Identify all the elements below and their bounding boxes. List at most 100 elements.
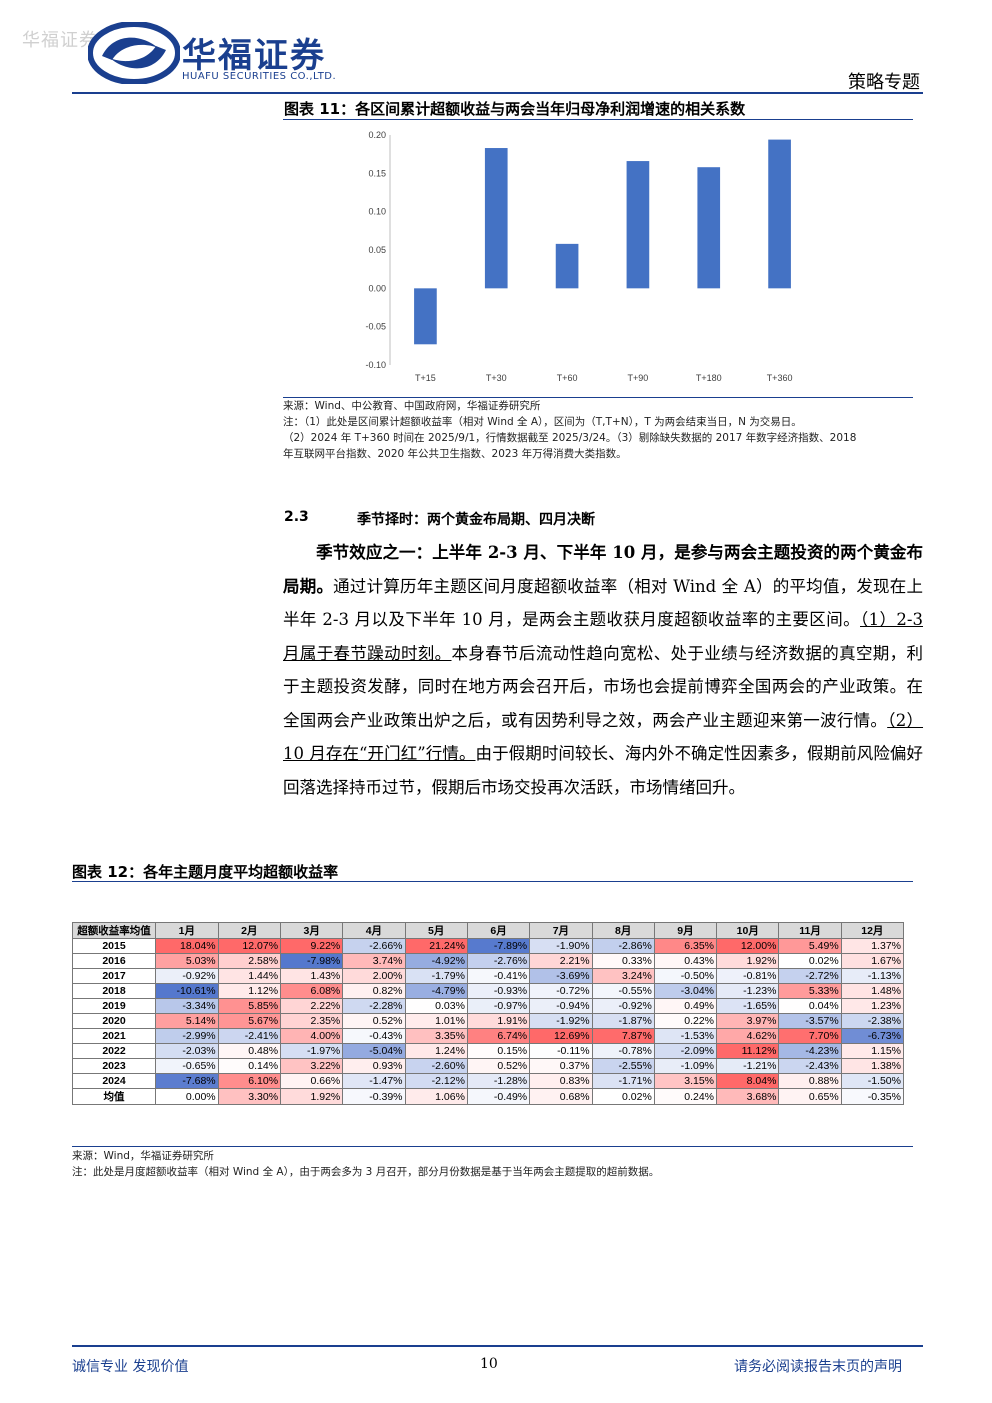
return-cell: -0.72% [529, 983, 593, 999]
year-cell: 2015 [72, 938, 156, 954]
table-corner-header: 超额收益率均值 [72, 922, 156, 939]
table-row: 均值 0.00% 3.30% 1.92% -0.39% 1.06% -0.49% 0.68% 0… [72, 1088, 905, 1105]
return-cell: 18.04% [155, 938, 219, 954]
return-cell: -1.21% [716, 1058, 780, 1074]
return-cell: 1.48% [840, 983, 905, 999]
month-header: 10月 [716, 922, 780, 939]
return-cell: -2.72% [778, 968, 842, 984]
chart-x-axis: T+15 T+30 T+60 T+90 T+180 T+360 [415, 373, 792, 383]
return-cell: 0.03% [404, 998, 468, 1014]
table-row: 2016 5.03% 2.58% -7.98% 3.74% -4.92% -2.76% 2.2… [72, 953, 905, 969]
return-cell: -1.87% [591, 1013, 655, 1029]
return-cell: 0.83% [529, 1073, 593, 1089]
return-cell: 0.43% [653, 953, 718, 969]
y-tick-label: 0.05 [368, 245, 386, 255]
year-cell: 2023 [72, 1058, 156, 1074]
return-cell: -0.94% [529, 998, 593, 1014]
return-cell: 3.24% [591, 968, 655, 984]
return-cell: 3.30% [217, 1088, 282, 1105]
y-tick-label: -0.05 [365, 322, 386, 332]
month-header: 11月 [778, 922, 842, 939]
chart-bar [414, 288, 437, 345]
return-cell: 1.23% [840, 998, 905, 1014]
return-cell: 12.69% [529, 1028, 593, 1044]
return-cell: -2.12% [404, 1073, 468, 1089]
return-cell: -2.38% [840, 1013, 905, 1029]
return-cell: -1.92% [529, 1013, 593, 1029]
return-cell: 0.66% [280, 1073, 344, 1089]
year-cell: 2024 [72, 1073, 156, 1089]
x-tick-label: T+180 [696, 373, 722, 383]
figure11-note-line1: 注：（1）此处是区间累计超额收益率（相对 Wind 全 A），区间为（T,T+N… [283, 416, 802, 428]
return-cell: -3.69% [529, 968, 593, 984]
return-cell: 5.67% [217, 1013, 282, 1029]
return-cell: -2.86% [591, 938, 655, 954]
return-cell: 1.06% [404, 1088, 468, 1105]
table-row: 2023 -0.65% 0.14% 3.22% 0.93% -2.60% 0.52% 0.37… [72, 1058, 905, 1074]
table-row: 2021 -2.99% -2.41% 4.00% -0.43% 3.35% 6.74% 12.… [72, 1028, 905, 1044]
return-cell: 3.15% [653, 1073, 718, 1089]
monthly-excess-return-table: 超额收益率均值 1月 2月 3月 4月 5月 6月 7月 8月 9月 10月 1… [72, 922, 905, 1105]
return-cell: -0.41% [466, 968, 531, 984]
month-header: 12月 [840, 922, 905, 939]
return-cell: -1.47% [342, 1073, 406, 1089]
return-cell: 0.65% [778, 1088, 842, 1105]
month-header: 6月 [466, 922, 531, 939]
return-cell: -1.71% [591, 1073, 655, 1089]
table-row: 2020 5.14% 5.67% 2.35% 0.52% 1.01% 1.91% -1.92%… [72, 1013, 905, 1029]
year-cell: 2017 [72, 968, 156, 984]
return-cell: -0.78% [591, 1043, 655, 1059]
month-header: 3月 [280, 922, 344, 939]
table-row: 2017 -0.92% 1.44% 1.43% 2.00% -1.79% -0.41% -3.… [72, 968, 905, 984]
return-cell: -7.89% [466, 938, 531, 954]
logo-chinese-name: 华福证券 [182, 36, 326, 76]
chart-bar [626, 161, 650, 289]
return-cell: -2.60% [404, 1058, 468, 1074]
return-cell: -3.34% [155, 998, 219, 1014]
figure11-note-line2: （2）2024 年 T+360 时间在 2025/9/1，行情数据截至 2025… [283, 432, 857, 444]
return-cell: 1.43% [280, 968, 344, 984]
return-cell: 1.01% [404, 1013, 468, 1029]
return-cell: 0.33% [591, 953, 655, 969]
return-cell: -1.97% [280, 1043, 344, 1059]
figure12-source: 来源：Wind，华福证券研究所 [72, 1150, 214, 1162]
chart-y-axis: 0.20 0.15 0.10 0.05 0.00 -0.05 -0.10 [365, 130, 391, 370]
year-cell: 2019 [72, 998, 156, 1014]
return-cell: 5.33% [778, 983, 842, 999]
return-cell: -1.09% [653, 1058, 718, 1074]
figure11-title-rule [283, 119, 913, 120]
return-cell: 5.14% [155, 1013, 219, 1029]
figure12-title: 图表 12：各年主题月度平均超额收益率 [72, 863, 339, 881]
return-cell: 21.24% [404, 938, 468, 954]
return-cell: 6.74% [466, 1028, 531, 1044]
year-cell: 2020 [72, 1013, 156, 1029]
return-cell: -0.50% [653, 968, 718, 984]
return-cell: 3.22% [280, 1058, 344, 1074]
return-cell: -0.65% [155, 1058, 219, 1074]
return-cell: 5.03% [155, 953, 219, 969]
x-tick-label: T+15 [415, 373, 436, 383]
company-logo-icon [88, 22, 180, 84]
return-cell: 1.37% [840, 938, 905, 954]
chart-bar [697, 167, 721, 289]
return-cell: -0.55% [591, 983, 655, 999]
return-cell: -2.28% [342, 998, 406, 1014]
return-cell: 4.00% [280, 1028, 344, 1044]
body-text-1: 通过计算历年主题区间月度超额收益率（相对 Wind 全 A）的平均值，发现在上半… [283, 576, 923, 630]
table-header-row: 超额收益率均值 1月 2月 3月 4月 5月 6月 7月 8月 9月 10月 1… [72, 922, 905, 939]
return-cell: 0.68% [529, 1088, 593, 1105]
return-cell: 6.08% [280, 983, 344, 999]
chart-bar [484, 148, 508, 289]
table-row: 2015 18.04% 12.07% 9.22% -2.66% 21.24% -7.89% -… [72, 938, 905, 954]
return-cell: 2.58% [217, 953, 282, 969]
x-tick-label: T+30 [486, 373, 507, 383]
return-cell: -1.13% [840, 968, 905, 984]
return-cell: 0.02% [591, 1088, 655, 1105]
return-cell: 1.15% [840, 1043, 905, 1059]
return-cell: 0.52% [342, 1013, 406, 1029]
section-title: 季节择时：两个黄金布局期、四月决断 [357, 512, 595, 528]
return-cell: 0.14% [217, 1058, 282, 1074]
return-cell: 3.35% [404, 1028, 468, 1044]
return-cell: 0.52% [466, 1058, 531, 1074]
y-tick-label: -0.10 [365, 360, 386, 370]
